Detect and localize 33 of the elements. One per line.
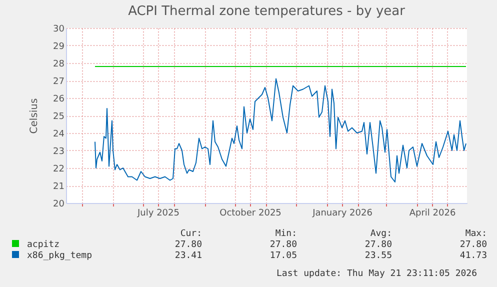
text: Avg: [369,229,392,240]
y-tick-label: 30 [53,24,65,34]
y-tick-label: 29 [53,42,65,52]
y-tick-label: 27 [53,77,64,87]
text: Last update: Thu May 21 23:11:05 2026 [276,269,477,279]
x-tick-label: April 2026 [409,208,456,218]
text: 27.80 [364,240,392,251]
y-tick-label: 24 [53,130,65,140]
text: 27.80 [458,240,487,251]
y-tick-label: 22 [53,164,64,174]
text: 17.05 [268,251,297,262]
text: 23.55 [364,251,392,262]
text: Cur: [179,229,202,240]
x-tick-label: January 2026 [312,208,373,218]
y-tick-label: 23 [53,147,64,157]
y-tick-label: 21 [53,182,64,192]
text: Max: [464,229,487,240]
chart-title: ACPI Thermal zone temperatures - by year [128,4,406,19]
text: 27.80 [174,240,202,251]
text: Min: [274,229,297,240]
y-tick-label: 28 [53,60,65,70]
y-axis-title: Celsius [29,98,40,134]
x-tick-label: July 2025 [136,208,180,218]
legend-label: x86_pkg_temp [26,251,94,262]
text: 27.80 [268,240,297,251]
y-tick-label: 25 [53,112,64,122]
y-tick-label: 26 [53,94,65,104]
text: 23.41 [174,251,202,262]
legend-label: acpitz [26,240,61,251]
y-tick-label: 20 [53,200,65,210]
x-tick-label: October 2025 [220,208,282,218]
line-series [94,78,466,182]
text: 41.73 [458,251,487,262]
